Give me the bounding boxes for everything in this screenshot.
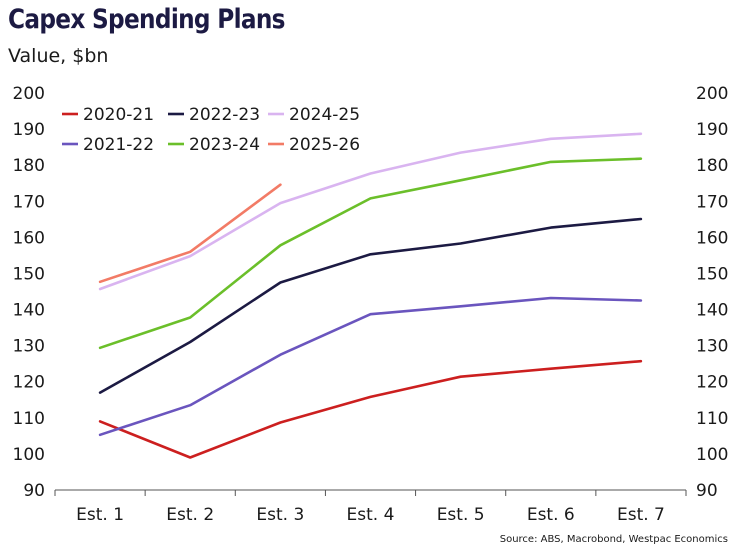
y-tick-label-right: 190 (696, 120, 728, 140)
legend-label-2021-22: 2021-22 (83, 135, 154, 155)
y-tick-label-right: 140 (696, 301, 728, 321)
y-tick-label-left: 200 (13, 84, 45, 104)
y-tick-label-right: 130 (696, 337, 728, 357)
legend-label-2023-24: 2023-24 (189, 135, 260, 155)
y-tick-label-right: 180 (696, 156, 728, 176)
y-tick-label-right: 200 (696, 84, 728, 104)
chart-series (98, 132, 643, 459)
y-tick-label-right: 160 (696, 228, 728, 248)
y-tick-label-right: 170 (696, 192, 728, 212)
x-tick-label: Est. 6 (527, 505, 575, 525)
chart-axes: Est. 1 Est. 2 Est. 3 Est. 4 Est. 5 Est. 6 Est.… (13, 84, 729, 525)
series-line-2021-22 (98, 296, 643, 437)
y-tick-label-left: 130 (13, 337, 45, 357)
y-tick-label-left: 140 (13, 301, 45, 321)
y-tick-label-left: 150 (13, 264, 45, 284)
x-tick-label: Est. 4 (347, 505, 395, 525)
y-tick-label-left: 190 (13, 120, 45, 140)
y-tick-label-right: 110 (696, 409, 728, 429)
legend-label-2020-21: 2020-21 (83, 105, 154, 125)
series-line-2020-21 (98, 359, 643, 459)
x-tick-label: Est. 3 (256, 505, 304, 525)
y-tick-label-left: 100 (13, 445, 45, 465)
series-line-2025-26 (98, 183, 282, 284)
legend-label-2025-26: 2025-26 (289, 135, 360, 155)
y-tick-label-right: 100 (696, 445, 728, 465)
series-line-2023-24 (98, 157, 643, 350)
chart-subtitle: Value, $bn (8, 45, 109, 67)
chart-source-note: Source: ABS, Macrobond, Westpac Economic… (499, 534, 728, 545)
y-tick-label-left: 170 (13, 192, 45, 212)
chart-title: Capex Spending Plans (8, 4, 286, 35)
legend-label-2022-23: 2022-23 (189, 105, 260, 125)
y-tick-label-left: 120 (13, 373, 45, 393)
y-tick-label-right: 150 (696, 264, 728, 284)
y-tick-label-right: 90 (696, 481, 718, 501)
x-tick-label: Est. 7 (617, 505, 665, 525)
series-line-2022-23 (98, 217, 643, 394)
chart-legend: 2020-21 2022-23 2024-25 2021-22 2023-24 2025-… (62, 105, 360, 155)
y-tick-label-left: 90 (23, 481, 45, 501)
y-tick-label-left: 110 (13, 409, 45, 429)
x-tick-label: Est. 5 (437, 505, 485, 525)
legend-label-2024-25: 2024-25 (289, 105, 360, 125)
y-tick-label-left: 160 (13, 228, 45, 248)
y-tick-label-left: 180 (13, 156, 45, 176)
x-tick-label: Est. 1 (76, 505, 124, 525)
x-tick-label: Est. 2 (166, 505, 214, 525)
y-tick-label-right: 120 (696, 373, 728, 393)
series-line-2024-25 (98, 132, 643, 291)
